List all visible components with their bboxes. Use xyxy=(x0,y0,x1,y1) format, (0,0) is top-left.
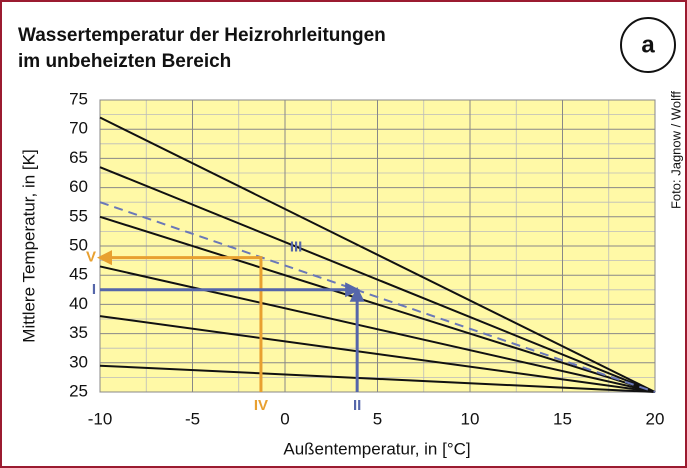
x-tick-label: 0 xyxy=(280,409,289,428)
x-axis-label: Außentemperatur, in [°C] xyxy=(283,439,470,458)
annotation: IV xyxy=(254,397,268,414)
annotation: I xyxy=(92,281,96,298)
badge-circle xyxy=(620,17,676,73)
y-tick-label: 30 xyxy=(69,352,88,371)
line xyxy=(99,315,656,393)
line xyxy=(99,116,656,393)
y-tick-label: 45 xyxy=(69,265,88,284)
y-tick-label: 40 xyxy=(69,294,88,313)
y-tick-label: 75 xyxy=(69,89,88,108)
x-tick-label: 5 xyxy=(373,409,382,428)
chart-title: Wassertemperatur der Heizrohrleitungen xyxy=(18,25,386,46)
y-tick-label: 50 xyxy=(69,235,88,254)
line xyxy=(99,265,656,393)
x-tick-label: -5 xyxy=(185,409,200,428)
annotation: II xyxy=(353,397,361,414)
badge: a xyxy=(641,31,655,58)
y-tick-label: 35 xyxy=(69,323,88,342)
annotation: V xyxy=(86,249,96,266)
line xyxy=(99,215,656,393)
y-tick-label: 60 xyxy=(69,177,88,196)
y-axis-label: Mittlere Temperatur, in [K] xyxy=(19,149,38,342)
y-tick-label: 65 xyxy=(69,148,88,167)
y-tick-label: 25 xyxy=(69,381,88,400)
credit: Foto: Jagnow / Wolff xyxy=(668,91,683,209)
x-tick-label: 15 xyxy=(553,409,572,428)
guide-line xyxy=(97,250,263,392)
line xyxy=(99,166,656,393)
line xyxy=(99,364,656,393)
y-tick-label: 70 xyxy=(69,119,88,138)
y-tick-label: 55 xyxy=(69,206,88,225)
x-tick-label: -10 xyxy=(88,409,113,428)
x-tick-label: 20 xyxy=(646,409,665,428)
line xyxy=(99,201,656,393)
x-tick-label: 10 xyxy=(461,409,480,428)
annotation: III xyxy=(290,239,303,256)
chart-title: im unbeheizten Bereich xyxy=(18,51,231,72)
